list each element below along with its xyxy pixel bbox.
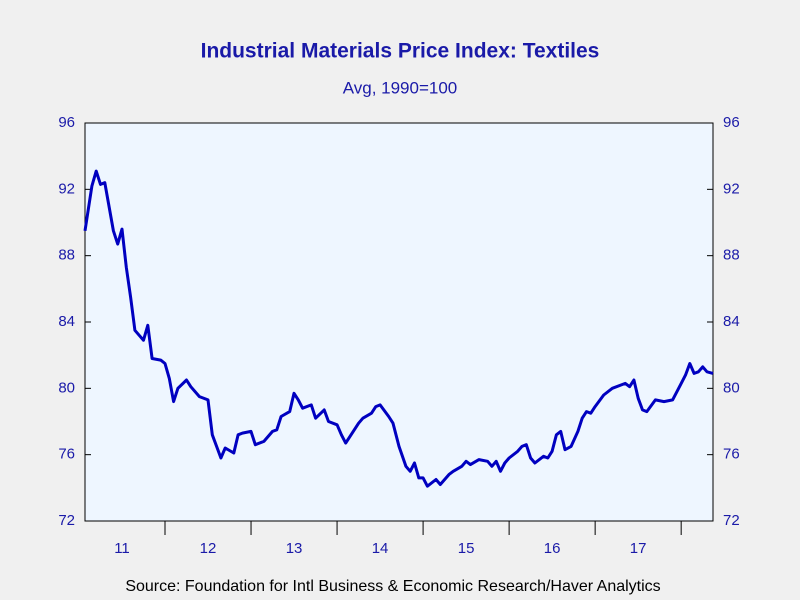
y2-tick-label: 96 xyxy=(723,114,740,131)
y2-tick-label: 80 xyxy=(723,379,740,396)
y-tick-label: 72 xyxy=(58,512,75,529)
y-tick-label: 96 xyxy=(58,114,75,131)
chart-title: Industrial Materials Price Index: Textil… xyxy=(201,40,600,63)
y-tick-label: 84 xyxy=(58,313,75,330)
y2-tick-label: 84 xyxy=(723,313,740,330)
x-tick-label: 13 xyxy=(286,540,303,557)
x-tick-label: 12 xyxy=(200,540,217,557)
x-tick-label: 16 xyxy=(544,540,561,557)
source-note: Source: Foundation for Intl Business & E… xyxy=(125,578,660,595)
data-line xyxy=(83,169,714,488)
plot-area xyxy=(84,122,714,522)
y-tick-label: 76 xyxy=(58,446,75,463)
y-tick-label: 80 xyxy=(58,379,75,396)
x-tick-label: 15 xyxy=(458,540,475,557)
y2-tick-label: 76 xyxy=(723,446,740,463)
x-tick-label: 17 xyxy=(630,540,647,557)
x-tick-label: 11 xyxy=(114,540,130,557)
y2-tick-label: 72 xyxy=(723,512,740,529)
chart-subtitle: Avg, 1990=100 xyxy=(343,78,458,97)
y-tick-label: 88 xyxy=(58,247,75,264)
y2-tick-label: 88 xyxy=(723,247,740,264)
y-tick-label: 92 xyxy=(58,180,75,197)
x-tick-label: 14 xyxy=(372,540,389,557)
y2-tick-label: 92 xyxy=(723,180,740,197)
